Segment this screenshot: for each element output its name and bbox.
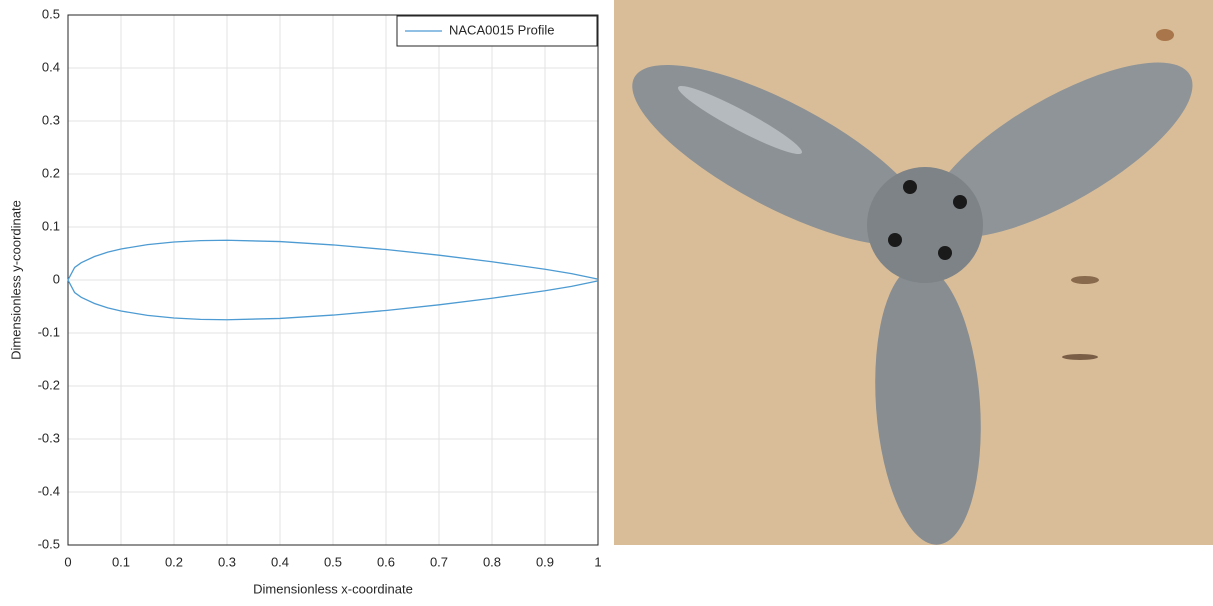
y-tick-label: 0.2 (42, 165, 60, 180)
blade (927, 62, 1193, 238)
y-tick-label: 0.1 (42, 218, 60, 233)
x-tick-label: 0 (64, 554, 71, 569)
hub (867, 167, 983, 283)
legend-label: NACA0015 Profile (449, 22, 555, 37)
x-tick-label: 0.9 (536, 554, 554, 569)
x-tick-label: 0.6 (377, 554, 395, 569)
hub-hole (888, 233, 902, 247)
hub-hole (903, 180, 917, 194)
x-tick-label: 1 (594, 554, 601, 569)
stain (1062, 354, 1098, 360)
y-axis-label: Dimensionless y-coordinate (8, 200, 23, 360)
highlight (678, 85, 802, 155)
x-tick-label: 0.3 (218, 554, 236, 569)
y-tick-label: 0.4 (42, 59, 60, 74)
y-tick-label: -0.5 (38, 536, 60, 551)
x-tick-label: 0.8 (483, 554, 501, 569)
y-tick-label: -0.2 (38, 377, 60, 392)
x-tick-label: 0.1 (112, 554, 130, 569)
y-tick-label: -0.4 (38, 483, 60, 498)
stain (1071, 276, 1099, 284)
hub-hole (953, 195, 967, 209)
hub-hole (938, 246, 952, 260)
y-tick-label: -0.1 (38, 324, 60, 339)
x-tick-label: 0.4 (271, 554, 289, 569)
x-tick-label: 0.5 (324, 554, 342, 569)
y-tick-label: 0 (53, 271, 60, 286)
stain (1156, 29, 1174, 41)
y-tick-label: -0.3 (38, 430, 60, 445)
x-tick-label: 0.7 (430, 554, 448, 569)
propeller-photo (614, 0, 1213, 545)
y-tick-label: 0.3 (42, 112, 60, 127)
blade (875, 265, 981, 545)
data-line (67, 239, 599, 321)
x-axis-label: Dimensionless x-coordinate (253, 581, 413, 596)
x-tick-label: 0.2 (165, 554, 183, 569)
y-tick-label: 0.5 (42, 6, 60, 21)
